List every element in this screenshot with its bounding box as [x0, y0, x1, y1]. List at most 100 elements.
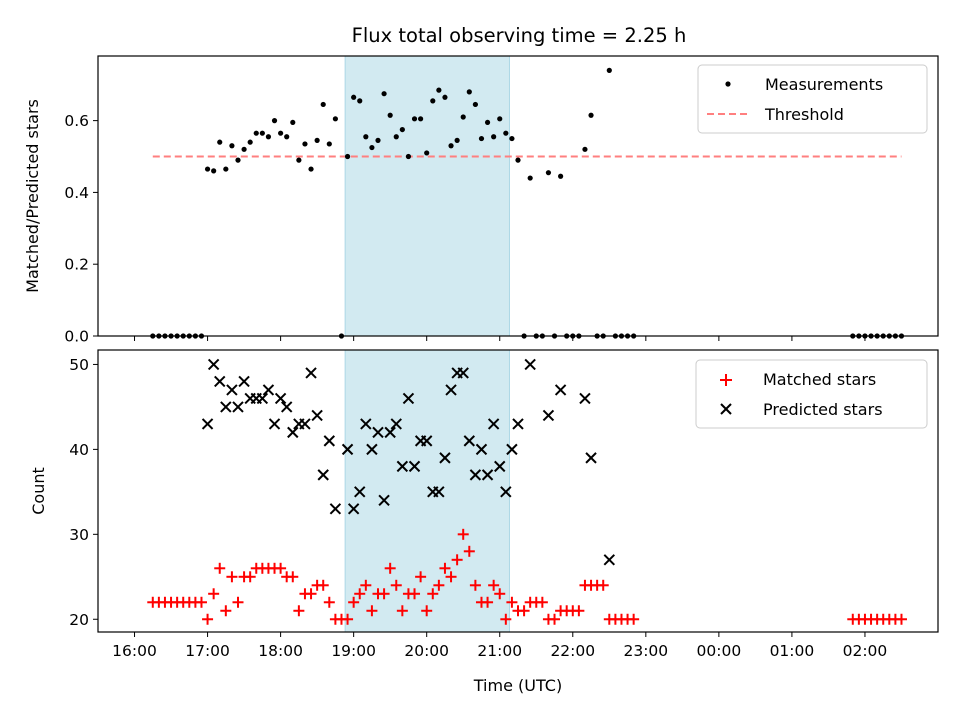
matched-star-marker [628, 613, 640, 625]
bottom-observation-span [344, 349, 510, 633]
top-panel: 0.0 0.2 0.4 0.6 Matched/Predicted stars Mea… [23, 55, 939, 346]
matched-star-marker [378, 588, 390, 600]
matched-star-marker [451, 554, 463, 566]
measurement-point [369, 144, 375, 151]
matched-star-marker [323, 596, 335, 608]
measurement-point [204, 166, 211, 172]
predicted-star-marker [360, 418, 372, 430]
measurement-point [405, 153, 412, 160]
predicted-star-marker [201, 418, 214, 430]
predicted-star-marker [214, 375, 226, 388]
matched-star-marker [488, 579, 500, 591]
legend-measurements-marker [725, 81, 731, 87]
y-tick-label: 0.0 [64, 328, 89, 346]
matched-star-marker [518, 605, 530, 617]
measurement-point [363, 134, 369, 140]
measurement-point [259, 130, 265, 136]
predicted-star-marker [506, 443, 518, 456]
predicted-star-marker [207, 358, 220, 371]
measurement-point [478, 135, 485, 142]
measurement-point [253, 130, 259, 136]
top-y-axis-label: Matched/Predicted stars [23, 99, 42, 293]
legend-matched-marker [720, 374, 732, 386]
measurement-point [497, 116, 503, 122]
measurement-point [399, 126, 405, 133]
measurement-point [241, 146, 247, 152]
measurement-point [247, 139, 253, 145]
measurement-point [314, 137, 320, 143]
predicted-star-marker [287, 426, 299, 439]
matched-star-marker [293, 605, 305, 617]
measurement-point [351, 94, 357, 100]
measurement-point [357, 98, 363, 104]
measurement-point [393, 134, 399, 140]
predicted-star-marker [603, 554, 616, 566]
predicted-star-marker [487, 418, 500, 430]
measurement-point [271, 118, 278, 124]
x-axis-label: Time (UTC) [473, 676, 562, 695]
measurement-point [448, 143, 454, 149]
legend-matched-label: Matched stars [763, 370, 876, 389]
measurement-point [418, 116, 424, 122]
matched-star-marker [409, 588, 421, 600]
top-legend-box [697, 64, 928, 134]
measurement-point [411, 116, 418, 122]
top-y-axis: 0.0 0.2 0.4 0.6 [64, 112, 98, 346]
measurement-point [381, 91, 387, 97]
predicted-star-marker [220, 401, 232, 413]
measurement-point [582, 146, 588, 152]
predicted-star-marker [420, 435, 433, 447]
matched-star-marker [506, 596, 518, 608]
measurement-point [308, 166, 314, 172]
matched-star-marker [445, 571, 457, 583]
matched-star-marker [384, 562, 396, 574]
matched-star-marker [439, 562, 451, 574]
x-tick-label: 19:00 [331, 642, 376, 660]
matched-star-marker [208, 588, 220, 600]
measurement-point [424, 150, 430, 156]
predicted-star-marker [274, 392, 287, 405]
matched-star-marker [895, 613, 907, 625]
matched-star-marker [573, 605, 585, 617]
x-tick-label: 16:00 [112, 642, 157, 660]
measurement-point [387, 112, 393, 118]
predicted-star-marker [317, 469, 329, 481]
measurement-point [515, 157, 521, 163]
predicted-star-marker [329, 503, 342, 515]
predicted-star-marker [579, 392, 591, 405]
matched-star-marker [305, 588, 317, 600]
predicted-star-marker [457, 367, 469, 379]
predicted-star-marker [439, 452, 451, 464]
measurement-point [223, 166, 229, 172]
predicted-star-marker [378, 494, 390, 507]
y-tick-label: 0.4 [64, 184, 89, 202]
predicted-star-marker [366, 443, 378, 456]
legend-measurements-label: Measurements [765, 75, 883, 94]
measurement-point [217, 139, 223, 145]
predicted-star-marker [463, 435, 476, 447]
predicted-star-marker [585, 452, 597, 464]
predicted-star-marker [469, 469, 482, 481]
measurement-point [265, 134, 272, 140]
predicted-star-marker [238, 375, 250, 388]
matched-stars-series [147, 528, 907, 625]
matched-star-marker [536, 596, 548, 608]
matched-star-marker [202, 613, 214, 625]
matched-star-marker [287, 571, 299, 583]
measurement-point [436, 87, 442, 93]
predicted-star-marker [232, 401, 244, 413]
measurement-point [527, 175, 533, 181]
x-tick-label: 22:00 [550, 642, 595, 660]
predicted-star-marker [390, 418, 402, 430]
predicted-star-marker [494, 460, 506, 473]
predicted-star-marker [323, 435, 336, 447]
x-tick-label: 23:00 [623, 642, 668, 660]
bottom-plot-frame [97, 349, 939, 633]
predicted-star-marker [524, 358, 536, 371]
y-tick-label: 30 [69, 526, 89, 544]
predicted-star-marker [481, 469, 494, 481]
predicted-star-marker [354, 486, 366, 498]
measurement-point [460, 114, 466, 120]
measurement-point [558, 173, 564, 179]
